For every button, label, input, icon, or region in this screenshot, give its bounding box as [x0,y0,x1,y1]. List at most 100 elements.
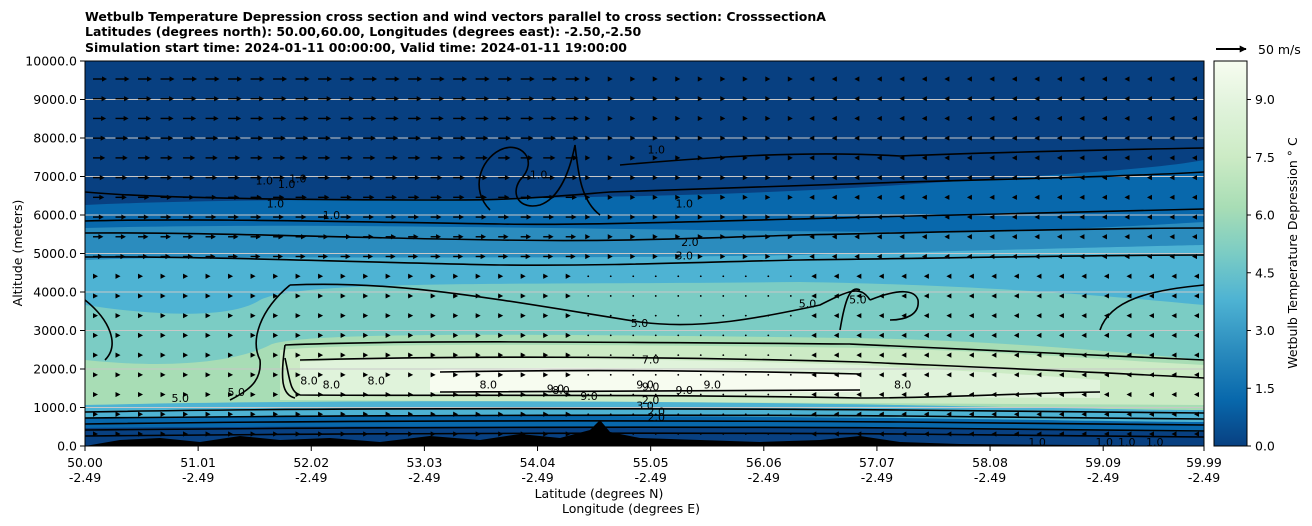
wind-vector-head [211,214,217,220]
wind-vector-head [475,391,481,398]
wind-vector-head [475,372,481,378]
wind-vector-head [944,214,950,220]
wind-vector-head [1013,352,1019,358]
contour-label: 5.0 [227,386,245,399]
wind-vector-head [369,194,375,200]
wind-vector-head [526,234,532,240]
wind-vector-head [484,76,490,82]
wind-vector-head [630,96,636,102]
wind-vector-head [504,214,510,220]
wind-vector-head [115,273,121,279]
wind-vector-dot [767,314,770,317]
wind-vector-head [413,234,419,240]
wind-vector-head [482,155,488,161]
wind-vector-head [946,372,952,378]
wind-vector-head [1192,214,1197,220]
wind-vector-head [498,352,504,358]
wind-vector-head [1146,253,1152,260]
wind-vector-head [697,194,703,200]
wind-vector-head [1126,293,1132,299]
wind-vector-dot [789,275,792,278]
wind-vector-dot [677,334,680,337]
wind-vector-head [1124,135,1130,141]
wind-vector-head [1101,76,1107,82]
wind-vector-head [811,411,817,417]
wind-vector-head [811,273,817,279]
wind-vector-head [944,96,950,102]
contour-label: 1.0 [1028,436,1046,449]
wind-vector-head [233,253,239,260]
contour-label: 1.0 [530,169,548,182]
wind-vector-head [765,155,771,161]
quiver-key: 50 m/s [1216,42,1301,57]
wind-vector-head [923,293,929,299]
wind-vector-head [210,234,216,240]
wind-vector-head [1171,332,1177,338]
wind-vector-head [1034,115,1040,122]
wind-vector-head [160,313,166,319]
wind-vector-head [1081,313,1087,319]
wind-vector-head [1036,431,1042,437]
wind-vector-dot [722,295,725,297]
title-line-3: Simulation start time: 2024-01-11 00:00:… [85,40,627,55]
wind-vector-dot [609,373,612,376]
wind-vector-head [528,135,534,141]
wind-vector-head [1101,115,1107,122]
wind-vector-head [1034,234,1040,240]
wind-vector-head [652,175,658,181]
wind-vector-head [430,411,436,417]
wind-vector-head [258,115,264,122]
wind-vector-head [809,253,815,260]
wind-vector-head [191,115,197,122]
x-tick-label-lon: -2.49 [861,470,893,485]
wind-vector-head [1148,431,1154,437]
wind-vector-head [458,253,464,260]
wind-vector-head [831,115,837,122]
wind-vector-head [1169,115,1175,122]
wind-vector-head [273,293,279,299]
wind-vector-head [543,313,549,319]
wind-vector-head [585,214,591,220]
wind-vector-head [385,273,391,279]
wind-vector-head [1011,234,1017,240]
wind-vector-head [675,76,681,82]
wind-vector-head [966,155,972,161]
wind-vector-head [675,194,681,200]
wind-vector-head [675,214,681,220]
wind-vector-head [430,372,436,378]
wind-vector-head [811,352,817,358]
wind-vector-head [765,253,771,260]
wind-vector-head [968,352,974,358]
wind-vector-head [372,76,378,82]
wind-vector-head [966,175,972,181]
wind-vector-head [124,76,130,82]
wind-vector-head [318,391,324,398]
wind-vector-head [93,411,98,417]
wind-vector-head [876,115,882,122]
wind-vector-head [368,234,374,240]
wind-vector-head [183,391,189,398]
wind-vector-head [831,194,837,200]
wind-vector-head [236,115,242,122]
wind-vector-head [876,175,882,181]
wind-vector-dot [699,373,702,376]
wind-vector-head [527,175,533,181]
wind-vector-head [115,391,121,398]
wind-vector-head [570,253,576,260]
wind-vector-head [1036,372,1042,378]
wind-vector-head [147,76,153,82]
colorbar-tick-label: 7.5 [1255,150,1275,165]
wind-vector-head [901,313,907,319]
wind-vector-head [720,194,726,200]
wind-vector-head [1124,194,1130,200]
x-tick-label-lat: 59.99 [1186,455,1222,470]
wind-vector-head [205,372,211,378]
wind-vector-head [183,431,189,437]
wind-vector-head [498,293,504,299]
wind-vector-head [765,175,771,181]
wind-vector-head [520,352,526,358]
wind-vector-head [385,372,391,378]
wind-vector-head [573,135,579,141]
wind-vector-head [1103,431,1109,437]
